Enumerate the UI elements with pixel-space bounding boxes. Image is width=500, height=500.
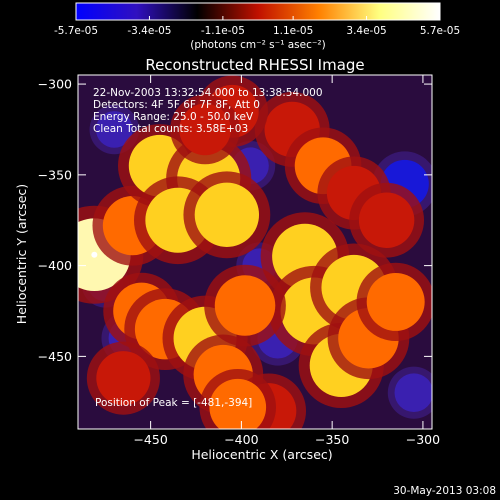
colorbar-tick-label: 1.1e-05 — [273, 25, 313, 37]
chart-title: Reconstructed RHESSI Image — [145, 56, 364, 74]
annotation-clean-counts: Clean Total counts: 3.58E+03 — [93, 123, 248, 135]
heatmap-source-positive — [96, 351, 151, 406]
y-tick-label: −450 — [38, 349, 72, 364]
annotation-peak-position: Position of Peak = [-481,-394] — [95, 397, 252, 409]
colorbar-ticks: -5.7e-05 -3.4e-05 -1.1e-05 1.1e-05 3.4e-05 5.… — [54, 16, 460, 37]
heatmap-source-positive — [214, 275, 276, 336]
x-tick-label: −300 — [406, 432, 440, 447]
annotation-energy-range: Energy Range: 25.0 - 50.0 keV — [93, 111, 254, 123]
heatmap-source-positive — [358, 192, 415, 248]
heatmap-source-positive — [194, 182, 260, 247]
heatmap-source-positive — [366, 272, 425, 331]
x-axis-label: Heliocentric X (arcsec) — [191, 447, 332, 462]
colorbar-tick-label: -3.4e-05 — [127, 25, 171, 37]
y-tick-label: −400 — [38, 258, 72, 273]
footer-date: 30-May-2013 03:08 — [393, 485, 496, 497]
axis-ticks: −450 −400 −350 −300 −300 −350 −400 −450 — [38, 75, 440, 447]
heatmap-image — [78, 75, 432, 429]
y-tick-label: −350 — [38, 167, 72, 182]
peak-marker — [91, 251, 98, 258]
annotation-time-range: 22-Nov-2003 13:32:54.000 to 13:38:54.000 — [93, 87, 323, 99]
colorbar — [75, 2, 441, 21]
heatmap-source-positive — [179, 103, 231, 156]
x-tick-label: −400 — [224, 432, 258, 447]
plot-frame — [77, 74, 433, 430]
colorbar-tick-label: 3.4e-05 — [346, 25, 386, 37]
colorbar-tick-label: -5.7e-05 — [54, 25, 98, 37]
colorbar-tick-label: 5.7e-05 — [420, 25, 460, 37]
annotation-detectors: Detectors: 4F 5F 6F 7F 8F, Att 0 — [93, 99, 260, 111]
colorbar-tick-label: -1.1e-05 — [201, 25, 245, 37]
heatmap-source-positive — [209, 378, 267, 429]
y-tick-label: −300 — [38, 77, 72, 92]
x-tick-label: −450 — [133, 432, 167, 447]
x-tick-label: −350 — [315, 432, 349, 447]
heatmap-source-negative — [95, 111, 133, 148]
y-axis-label: Heliocentric Y (arcsec) — [14, 184, 29, 324]
heatmap-source-negative — [394, 373, 432, 412]
colorbar-units: (photons cm⁻² s⁻¹ asec⁻²) — [190, 39, 325, 51]
